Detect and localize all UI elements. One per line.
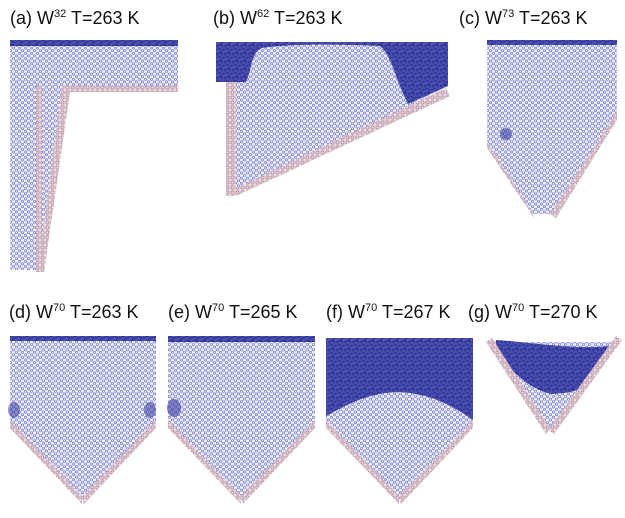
panel-d-temperature: T=263 K	[69, 302, 139, 322]
panel-g-label: (g) W70 T=270 K	[468, 302, 598, 322]
panel-a-species: W	[37, 8, 55, 28]
panel-b-label: (b) W62 T=263 K	[213, 8, 343, 28]
panel-c-tag: (c)	[459, 8, 480, 28]
panel-e-tag: (e)	[168, 302, 190, 322]
panel-e-species: W	[195, 302, 213, 322]
panel-a-superscript: 32	[54, 8, 67, 20]
panel-a-label: (a) W32 T=263 K	[10, 8, 140, 28]
panel-f-tag: (f)	[326, 302, 343, 322]
panel-b-tag: (b)	[213, 8, 235, 28]
panel-g-structure	[486, 336, 622, 434]
panel-c-structure	[487, 40, 617, 218]
panel-f-superscript: 70	[365, 302, 378, 314]
panel-f-structure	[326, 338, 473, 504]
panel-g-tag: (g)	[468, 302, 490, 322]
panel-e-superscript: 70	[212, 302, 225, 314]
panel-a-temperature: T=263 K	[70, 8, 140, 28]
panel-c-superscript: 73	[502, 8, 515, 20]
panel-d-species: W	[36, 302, 54, 322]
panel-a-structure	[10, 40, 178, 272]
panel-g-superscript: 70	[512, 302, 525, 314]
panel-e-structure	[167, 336, 315, 504]
panel-c-species: W	[485, 8, 503, 28]
panel-b-structure	[216, 42, 450, 196]
panel-f-species: W	[348, 302, 366, 322]
panel-d-label: (d) W70 T=263 K	[9, 302, 139, 322]
panel-g-temperature: T=270 K	[528, 302, 598, 322]
panel-d-structure	[8, 336, 156, 504]
panel-c-temperature: T=263 K	[518, 8, 588, 28]
panel-e-temperature: T=265 K	[228, 302, 298, 322]
panel-g-species: W	[495, 302, 513, 322]
panel-f-label: (f) W70 T=267 K	[326, 302, 451, 322]
panel-e-label: (e) W70 T=265 K	[168, 302, 298, 322]
panel-b-superscript: 62	[257, 8, 270, 20]
panel-b-species: W	[240, 8, 258, 28]
panel-c-label: (c) W73 T=263 K	[459, 8, 588, 28]
panel-a-tag: (a)	[10, 8, 32, 28]
panel-f-temperature: T=267 K	[381, 302, 451, 322]
panel-b-temperature: T=263 K	[273, 8, 343, 28]
panel-d-superscript: 70	[53, 302, 66, 314]
panel-d-tag: (d)	[9, 302, 31, 322]
